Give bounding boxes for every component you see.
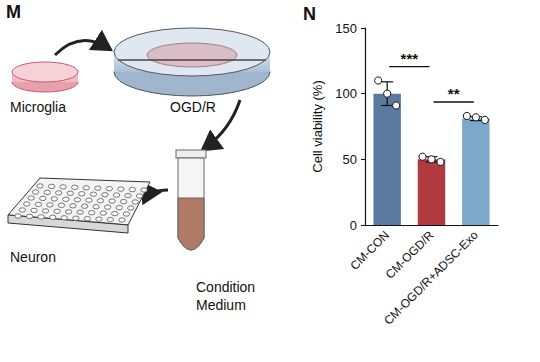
svg-text:Condition: Condition <box>196 279 255 295</box>
svg-text:M: M <box>6 2 21 22</box>
svg-text:100: 100 <box>335 86 357 101</box>
svg-text:150: 150 <box>335 21 357 36</box>
svg-text:**: ** <box>448 85 460 102</box>
svg-text:Cell viability (%): Cell viability (%) <box>310 80 325 172</box>
svg-text:OGD/R: OGD/R <box>170 99 216 115</box>
svg-text:Microglia: Microglia <box>10 99 66 115</box>
svg-text:0: 0 <box>350 218 357 233</box>
svg-text:CM-OGD/R+ADSC-Exo: CM-OGD/R+ADSC-Exo <box>381 228 481 328</box>
svg-text:50: 50 <box>343 152 357 167</box>
svg-text:Neuron: Neuron <box>10 249 56 265</box>
svg-text:CM-CON: CM-CON <box>347 228 392 273</box>
svg-text:N: N <box>303 4 316 24</box>
svg-text:Medium: Medium <box>196 297 246 313</box>
svg-text:***: *** <box>401 50 419 67</box>
